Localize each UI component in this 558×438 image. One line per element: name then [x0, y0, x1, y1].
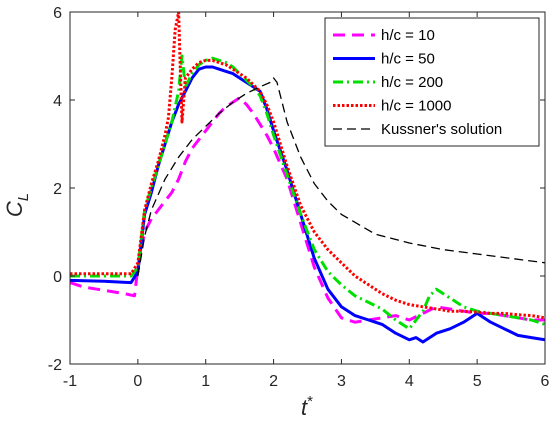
y-axis-label: CL [2, 193, 32, 217]
y-tick-label: 0 [53, 269, 62, 286]
x-tick-label: 2 [269, 373, 278, 390]
series-line-3 [70, 54, 545, 331]
y-axis-label-main: C [2, 201, 27, 217]
y-tick-label: 6 [53, 5, 62, 22]
x-tick-label: -1 [63, 373, 77, 390]
x-tick-label: 1 [201, 373, 210, 390]
y-axis-label-sub: L [15, 193, 32, 201]
legend-label-4: h/c = 1000 [381, 98, 451, 115]
legend: h/c = 10 h/c = 50 h/c = 200 h/c = 1000 Kussn… [324, 17, 540, 147]
series-line-5 [137, 77, 545, 277]
series-line-4 [70, 12, 545, 320]
x-tick-label: 3 [337, 373, 346, 390]
legend-label-3: h/c = 200 [381, 74, 443, 91]
x-tick-label: 5 [473, 373, 482, 390]
series-layer [70, 12, 545, 344]
y-tick-label: 4 [53, 93, 62, 110]
x-tick-label: 0 [133, 373, 142, 390]
x-axis-label-sup: * [307, 393, 313, 410]
y-tick-label: 2 [53, 181, 62, 198]
y-tick-label: -2 [48, 357, 62, 374]
x-tick-label: 6 [541, 373, 550, 390]
ticks-layer: -1 0 1 2 3 4 5 6 -2 0 2 4 6 [48, 5, 550, 390]
x-axis-label-main: t [301, 395, 308, 420]
legend-label-1: h/c = 10 [381, 27, 435, 44]
legend-label-2: h/c = 50 [381, 51, 435, 68]
x-tick-label: 4 [405, 373, 414, 390]
x-axis-label: t* [301, 393, 313, 420]
legend-label-5: Kussner's solution [381, 121, 502, 138]
series-line-1 [70, 96, 545, 324]
